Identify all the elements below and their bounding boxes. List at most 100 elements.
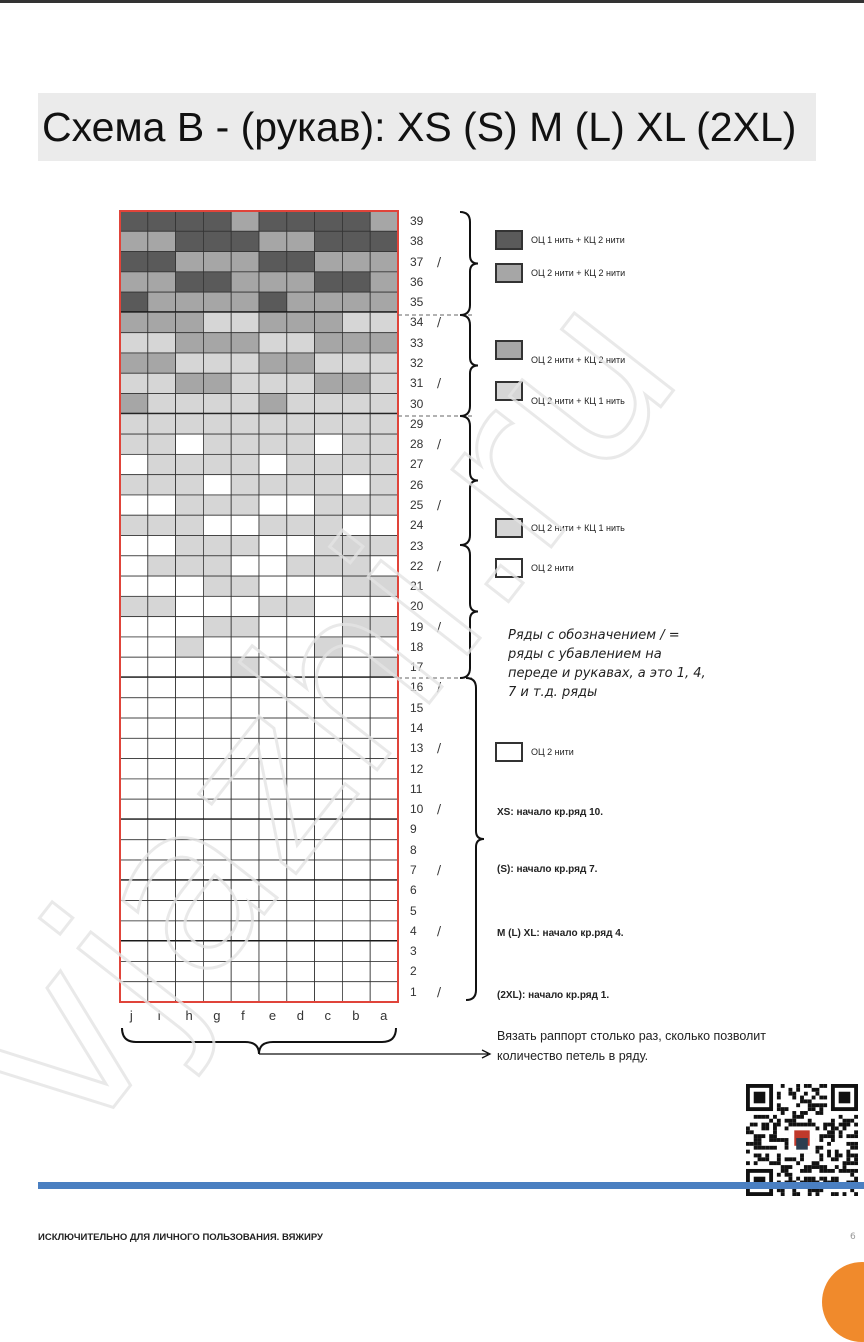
chart-cell xyxy=(119,758,149,780)
legend-label: ОЦ 2 нити + КЦ 1 нить xyxy=(531,523,625,533)
chart-cell xyxy=(286,230,315,252)
legend-item: ОЦ 2 нити xyxy=(495,558,574,578)
chart-cell xyxy=(369,798,399,820)
repeat-note: Вязать раппорт столько раз, сколько позв… xyxy=(497,1029,767,1063)
chart-cell xyxy=(119,737,149,760)
chart-cell xyxy=(314,514,343,536)
chart-cell xyxy=(119,433,149,455)
chart-cell xyxy=(341,494,371,516)
legend-swatch xyxy=(495,340,523,360)
chart-cell xyxy=(286,271,315,293)
row-number: 12 xyxy=(410,761,424,776)
chart-cell xyxy=(286,656,315,678)
chart-cell xyxy=(341,656,371,678)
chart-cell xyxy=(230,859,260,881)
chart-cell xyxy=(230,900,260,922)
chart-cell xyxy=(314,819,343,841)
chart-cell xyxy=(341,717,371,739)
chart-cell xyxy=(147,819,177,841)
chart-cell xyxy=(175,940,204,962)
chart-cell xyxy=(369,616,399,638)
chart-cell xyxy=(119,312,149,334)
chart-cell xyxy=(341,474,371,496)
chart-cell xyxy=(369,575,399,597)
chart-cell xyxy=(258,474,288,496)
chart-cell xyxy=(202,717,232,739)
chart-cell xyxy=(286,677,315,699)
chart-cell xyxy=(175,453,204,476)
chart-cell xyxy=(147,352,177,374)
chart-cell xyxy=(202,616,232,638)
chart-cell xyxy=(258,291,288,313)
decrease-mark: / xyxy=(437,315,442,330)
chart-cell xyxy=(202,230,232,252)
decrease-mark: / xyxy=(437,558,442,573)
chart-cell xyxy=(147,636,177,658)
chart-cell xyxy=(314,271,343,293)
chart-cell xyxy=(341,575,371,597)
chart-cell xyxy=(202,352,232,374)
chart-cell xyxy=(314,595,343,618)
chart-cell xyxy=(230,798,260,820)
brace xyxy=(121,1027,397,1055)
chart-cell xyxy=(314,393,343,415)
chart-cell xyxy=(119,839,149,861)
row-number: 13 xyxy=(410,741,424,756)
chart-cell xyxy=(119,352,149,374)
chart-cell xyxy=(341,514,371,536)
chart-cell xyxy=(369,900,399,922)
chart-cell xyxy=(147,961,177,983)
chart-cell xyxy=(119,940,149,962)
chart-cell xyxy=(258,312,288,334)
chart-cell xyxy=(258,453,288,476)
chart-cell xyxy=(341,879,371,901)
chart-cell xyxy=(286,210,315,232)
chart-cell xyxy=(314,474,343,496)
repeat-border xyxy=(119,210,399,1003)
chart-cell xyxy=(230,961,260,983)
chart-cell xyxy=(258,717,288,739)
chart-cell xyxy=(314,352,343,374)
column-label: b xyxy=(352,1008,360,1023)
chart-cell xyxy=(230,717,260,739)
chart-cell xyxy=(258,819,288,841)
chart-cell xyxy=(341,352,371,374)
chart-cell xyxy=(230,555,260,577)
chart-cell xyxy=(286,616,315,638)
legend-label: ОЦ 2 нити xyxy=(531,563,574,573)
chart-cell xyxy=(258,555,288,577)
chart-cell xyxy=(258,332,288,354)
chart-cell xyxy=(175,575,204,597)
chart-cell xyxy=(175,251,204,273)
row-number: 39 xyxy=(410,214,424,228)
column-label: d xyxy=(296,1008,304,1023)
row-number: 30 xyxy=(410,396,424,411)
qr-code[interactable] xyxy=(745,1084,859,1196)
chart-cell xyxy=(202,312,232,334)
column-label: c xyxy=(324,1008,332,1023)
chart-cell xyxy=(258,433,288,455)
chart-cell xyxy=(119,595,149,618)
chart-cell xyxy=(369,595,399,618)
chart-cell xyxy=(147,900,177,922)
row-number: 35 xyxy=(410,295,424,310)
chart-cell xyxy=(286,332,315,354)
chart-cell xyxy=(147,595,177,618)
row-number: 38 xyxy=(410,234,424,249)
chart-cell xyxy=(147,616,177,638)
chart-cell xyxy=(175,230,204,252)
chart-cell xyxy=(286,535,315,557)
chart-cell xyxy=(175,981,204,1003)
chart-cell xyxy=(202,514,232,536)
chart-cell xyxy=(286,737,315,760)
row-number: 5 xyxy=(410,903,417,918)
legend-label: ОЦ 2 нити + КЦ 2 нити xyxy=(531,355,626,365)
chart-cell xyxy=(341,433,371,455)
chart-cell xyxy=(175,900,204,922)
decrease-mark: / xyxy=(437,437,442,452)
chart-cell xyxy=(230,940,260,962)
chart-cell xyxy=(369,210,399,232)
chart-cell xyxy=(369,677,399,699)
chart-cell xyxy=(258,494,288,516)
row-number: 4 xyxy=(410,923,417,938)
